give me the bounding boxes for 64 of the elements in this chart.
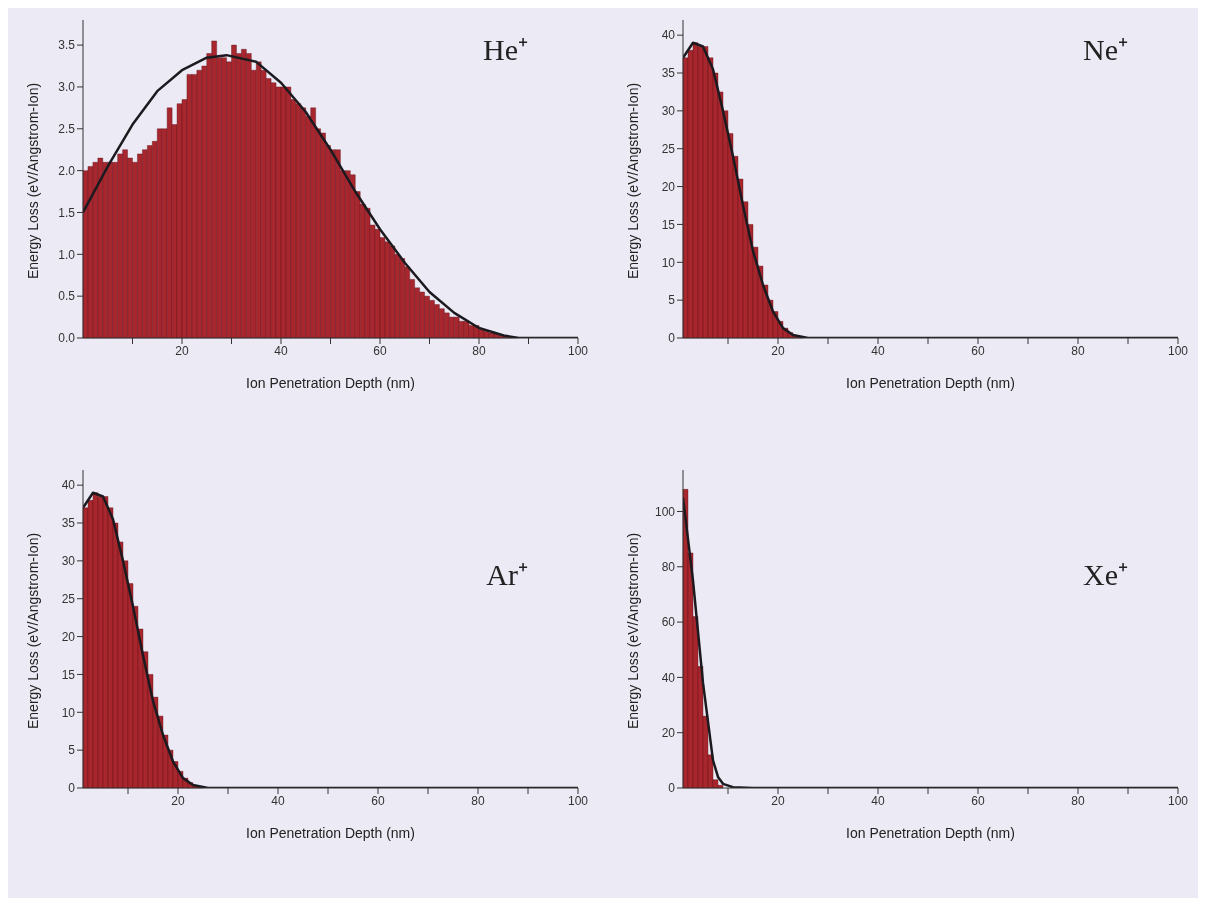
x-tick-label: 60 bbox=[373, 343, 387, 358]
y-tick-label: 60 bbox=[661, 615, 676, 630]
chart-title: Ne⁺ bbox=[1083, 32, 1128, 68]
y-tick-label: 0.5 bbox=[58, 289, 76, 304]
y-tick-label: 40 bbox=[661, 28, 676, 43]
x-tick-label: 40 bbox=[871, 793, 885, 808]
y-tick-label: 20 bbox=[61, 629, 76, 644]
x-tick-label: 80 bbox=[472, 343, 486, 358]
y-tick-label: 2.5 bbox=[58, 122, 76, 137]
x-tick-label: 100 bbox=[1167, 343, 1189, 358]
y-tick-label: 5 bbox=[68, 743, 76, 758]
x-axis-title: Ion Penetration Depth (nm) bbox=[246, 375, 415, 391]
y-tick-label: 10 bbox=[61, 705, 76, 720]
chart-title: He⁺ bbox=[483, 32, 528, 68]
x-axis-title: Ion Penetration Depth (nm) bbox=[246, 825, 415, 841]
x-tick-label: 80 bbox=[1071, 343, 1085, 358]
y-tick-label: 15 bbox=[661, 217, 676, 232]
x-axis-title: Ion Penetration Depth (nm) bbox=[846, 375, 1015, 391]
text: Xe⁺ bbox=[1083, 557, 1128, 593]
y-tick-label: 15 bbox=[61, 667, 76, 682]
x-tick-label: 80 bbox=[1071, 793, 1085, 808]
y-axis-title: Energy Loss (eV/Angstrom-Ion) bbox=[24, 532, 41, 729]
y-tick-label: 3.0 bbox=[58, 80, 76, 95]
y-tick-label: 20 bbox=[661, 725, 676, 740]
x-tick-label: 100 bbox=[567, 343, 589, 358]
y-tick-label: 0.0 bbox=[58, 331, 76, 346]
x-tick-label: 40 bbox=[271, 793, 285, 808]
y-tick-label: 30 bbox=[661, 104, 676, 119]
x-tick-label: 60 bbox=[371, 793, 385, 808]
y-tick-label: 0 bbox=[68, 781, 76, 796]
y-tick-label: 1.0 bbox=[58, 247, 76, 262]
y-tick-label: 25 bbox=[661, 141, 676, 156]
y-axis-title: Energy Loss (eV/Angstrom-Ion) bbox=[624, 82, 641, 279]
y-tick-label: 1.5 bbox=[58, 205, 76, 220]
x-tick-label: 20 bbox=[175, 343, 189, 358]
x-tick-label: 20 bbox=[171, 793, 185, 808]
x-tick-label: 60 bbox=[971, 793, 985, 808]
y-tick-label: 5 bbox=[668, 293, 676, 308]
y-tick-label: 20 bbox=[661, 179, 676, 194]
x-tick-label: 40 bbox=[274, 343, 288, 358]
x-tick-label: 60 bbox=[971, 343, 985, 358]
y-tick-label: 0 bbox=[668, 331, 676, 346]
x-tick-label: 100 bbox=[567, 793, 589, 808]
y-tick-label: 25 bbox=[61, 591, 76, 606]
y-tick-label: 35 bbox=[61, 516, 76, 531]
y-axis-title: Energy Loss (eV/Angstrom-Ion) bbox=[24, 82, 41, 279]
y-tick-label: 40 bbox=[661, 670, 676, 685]
y-tick-label: 40 bbox=[61, 478, 76, 493]
y-tick-label: 2.0 bbox=[58, 163, 76, 178]
y-tick-label: 100 bbox=[654, 504, 676, 519]
text: Ar⁺ bbox=[486, 557, 528, 593]
x-axis-title: Ion Penetration Depth (nm) bbox=[846, 825, 1015, 841]
y-tick-label: 10 bbox=[661, 255, 676, 270]
x-tick-label: 100 bbox=[1167, 793, 1189, 808]
y-axis-title: Energy Loss (eV/Angstrom-Ion) bbox=[624, 532, 641, 729]
y-tick-label: 80 bbox=[661, 560, 676, 575]
x-tick-label: 40 bbox=[871, 343, 885, 358]
y-tick-label: 3.5 bbox=[58, 38, 76, 53]
y-tick-label: 30 bbox=[61, 554, 76, 569]
x-tick-label: 80 bbox=[471, 793, 485, 808]
x-tick-label: 20 bbox=[771, 793, 785, 808]
y-tick-label: 0 bbox=[668, 781, 676, 796]
y-tick-label: 35 bbox=[661, 66, 676, 81]
x-tick-label: 20 bbox=[771, 343, 785, 358]
